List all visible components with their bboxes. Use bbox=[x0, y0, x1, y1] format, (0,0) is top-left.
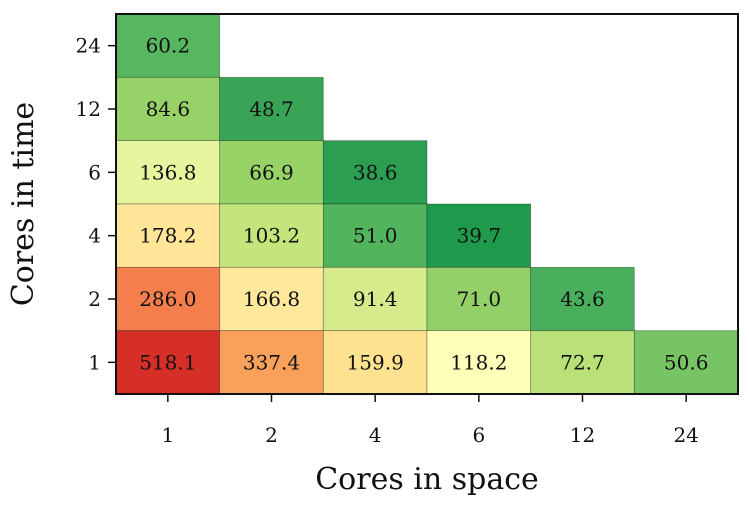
heatmap-cell-1-12 bbox=[115, 76, 221, 142]
heatmap-cell-2-2 bbox=[219, 266, 324, 332]
cell-label-12-2: 43.6 bbox=[560, 287, 605, 311]
y-tick-label-24: 24 bbox=[76, 34, 101, 58]
heatmap-cell-12-2 bbox=[530, 266, 635, 332]
heatmap-cell-2-4 bbox=[219, 203, 324, 268]
cell-label-2-2: 166.8 bbox=[243, 287, 300, 311]
heatmap-cell-1-6 bbox=[115, 140, 221, 205]
x-tick-label-1: 1 bbox=[161, 423, 174, 447]
cell-label-2-6: 66.9 bbox=[249, 160, 294, 184]
heatmap-cell-6-2 bbox=[426, 266, 532, 332]
cell-label-4-4: 51.0 bbox=[353, 224, 398, 248]
y-tick-label-4: 4 bbox=[88, 224, 101, 248]
x-axis-title: Cores in space bbox=[315, 462, 539, 497]
heatmap-cell-1-2 bbox=[115, 266, 221, 332]
heatmap-cell-1-24 bbox=[115, 13, 221, 78]
heatmap-cell-2-12 bbox=[219, 76, 324, 142]
y-tick-label-6: 6 bbox=[88, 160, 101, 184]
heatmap-cell-12-1 bbox=[530, 330, 635, 395]
cell-label-6-4: 39.7 bbox=[457, 224, 502, 248]
cell-label-1-6: 136.8 bbox=[139, 160, 196, 184]
x-tick-label-2: 2 bbox=[265, 423, 278, 447]
heatmap-cell-4-6 bbox=[322, 140, 428, 205]
y-tick-label-2: 2 bbox=[88, 287, 101, 311]
cell-label-1-12: 84.6 bbox=[146, 97, 191, 121]
x-tick-label-6: 6 bbox=[472, 423, 485, 447]
plot-frame bbox=[115, 13, 739, 395]
cell-label-2-4: 103.2 bbox=[243, 224, 300, 248]
cell-label-1-24: 60.2 bbox=[146, 34, 191, 58]
cell-label-1-4: 178.2 bbox=[139, 224, 196, 248]
cell-label-4-6: 38.6 bbox=[353, 160, 398, 184]
heatmap-cell-4-2 bbox=[322, 266, 428, 332]
cell-label-6-1: 118.2 bbox=[450, 350, 507, 374]
cell-label-1-2: 286.0 bbox=[139, 287, 196, 311]
heatmap-cell-2-6 bbox=[219, 140, 324, 205]
cells-layer bbox=[115, 13, 739, 395]
cell-label-4-2: 91.4 bbox=[353, 287, 398, 311]
x-tick-label-12: 12 bbox=[570, 423, 595, 447]
x-axis: 1 2 4 6 12 24 bbox=[161, 394, 699, 447]
heatmap-cell-6-4 bbox=[426, 203, 532, 268]
y-tick-label-1: 1 bbox=[88, 350, 101, 374]
heatmap-cell-4-1 bbox=[322, 330, 428, 395]
heatmap-cell-6-1 bbox=[426, 330, 532, 395]
y-axis-title: Cores in time bbox=[6, 102, 41, 306]
cell-label-4-1: 159.9 bbox=[347, 350, 404, 374]
cell-label-2-12: 48.7 bbox=[249, 97, 294, 121]
cell-label-1-1: 518.1 bbox=[139, 350, 196, 374]
cell-label-2-1: 337.4 bbox=[243, 350, 300, 374]
cell-label-12-1: 72.7 bbox=[560, 350, 605, 374]
y-tick-label-12: 12 bbox=[76, 97, 101, 121]
cell-label-6-2: 71.0 bbox=[457, 287, 502, 311]
heatmap-cell-2-1 bbox=[219, 330, 324, 395]
x-tick-label-24: 24 bbox=[673, 423, 698, 447]
y-axis: 24 12 6 4 2 1 bbox=[76, 34, 116, 374]
cell-labels-layer: 60.2 84.6 48.7 136.8 66.9 38.6 178.2 103.2 51.0 3… bbox=[139, 34, 708, 375]
x-tick-label-4: 4 bbox=[369, 423, 382, 447]
heatmap-cell-24-1 bbox=[633, 330, 739, 395]
cell-label-24-1: 50.6 bbox=[664, 350, 709, 374]
